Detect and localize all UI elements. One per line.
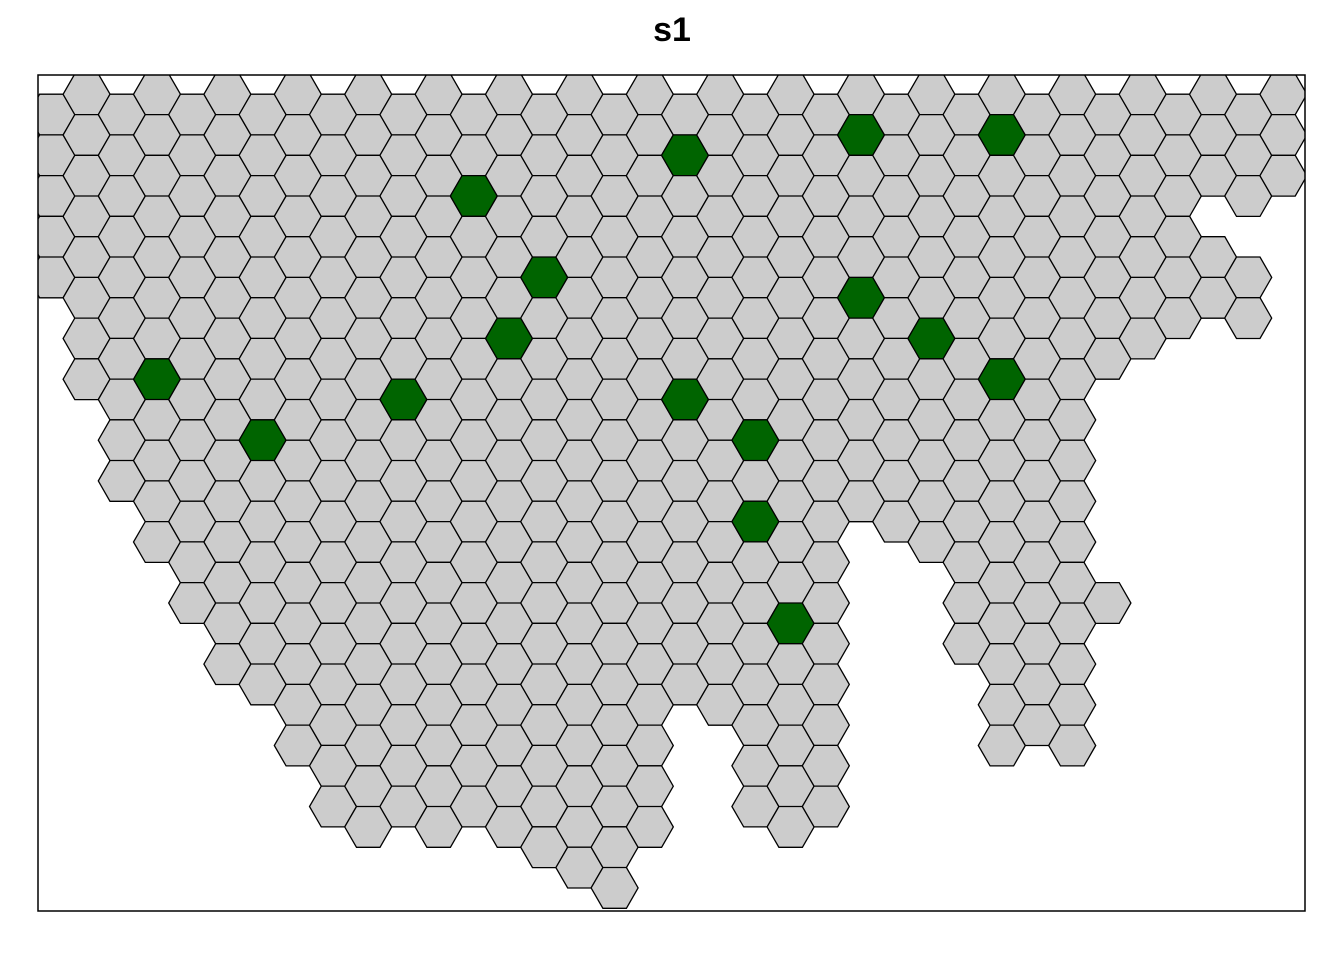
hex-cell bbox=[590, 866, 639, 909]
hex-cell bbox=[1083, 581, 1132, 625]
hex-grid bbox=[38, 75, 1305, 909]
hex-cell bbox=[801, 785, 851, 828]
hex-cell bbox=[1223, 297, 1273, 340]
hex-cell bbox=[1259, 154, 1305, 197]
map-frame bbox=[37, 74, 1306, 912]
hex-cell bbox=[1047, 724, 1097, 767]
hex-cell bbox=[625, 805, 675, 848]
map-title: s1 bbox=[653, 11, 691, 49]
